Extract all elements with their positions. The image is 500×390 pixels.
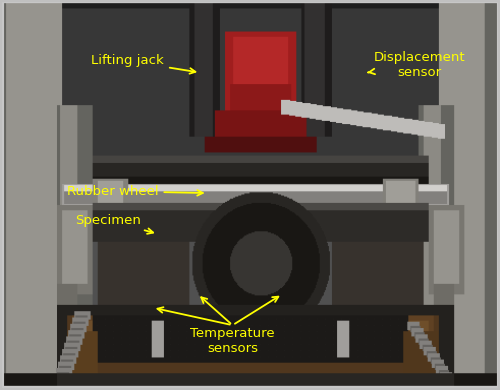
Text: Lifting jack: Lifting jack: [92, 55, 196, 74]
Text: Specimen: Specimen: [75, 214, 153, 234]
Text: Temperature
sensors: Temperature sensors: [190, 327, 275, 355]
Text: Displacement
sensor: Displacement sensor: [368, 51, 466, 79]
Text: Rubber wheel: Rubber wheel: [67, 184, 203, 198]
